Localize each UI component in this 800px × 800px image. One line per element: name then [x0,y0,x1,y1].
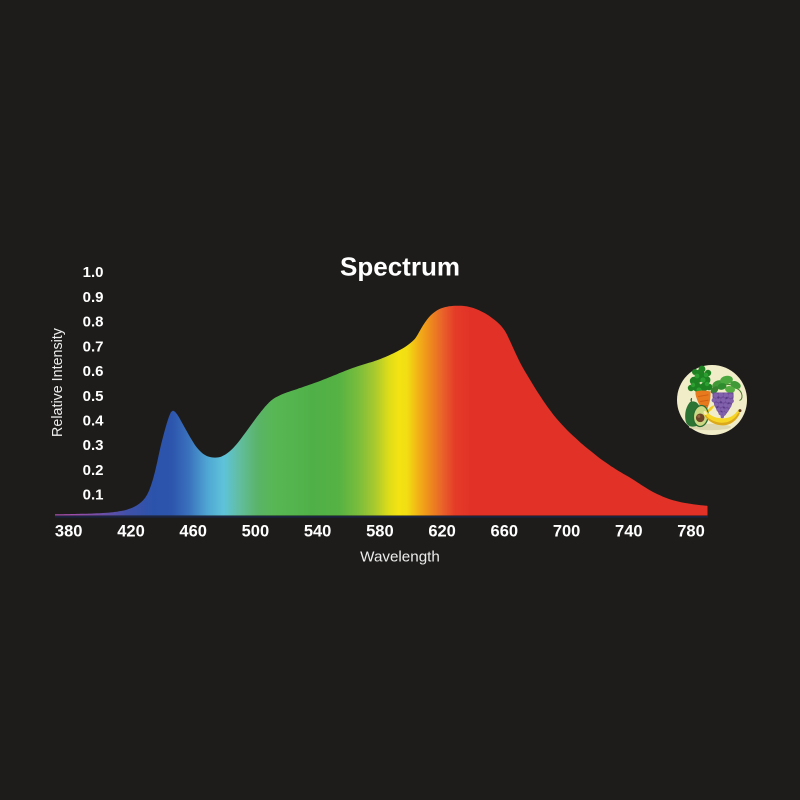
svg-text:0.1: 0.1 [83,487,104,504]
svg-text:540: 540 [304,523,332,541]
svg-text:0.5: 0.5 [83,388,104,405]
svg-text:1.0: 1.0 [83,264,104,281]
svg-text:Wavelength: Wavelength [360,549,440,566]
svg-text:0.4: 0.4 [83,413,105,430]
svg-text:0.9: 0.9 [83,289,104,306]
svg-text:0.7: 0.7 [83,338,104,355]
svg-text:0.6: 0.6 [83,363,104,380]
svg-text:420: 420 [117,523,145,541]
svg-text:0.3: 0.3 [83,437,104,454]
svg-text:780: 780 [677,523,705,541]
svg-text:460: 460 [179,523,207,541]
svg-text:620: 620 [428,523,456,541]
svg-text:740: 740 [615,523,643,541]
svg-text:500: 500 [242,523,270,541]
svg-text:Relative Intensity: Relative Intensity [50,327,66,437]
svg-text:700: 700 [553,523,581,541]
svg-text:660: 660 [491,523,519,541]
svg-text:0.2: 0.2 [83,462,104,479]
svg-text:580: 580 [366,523,394,541]
svg-text:0.8: 0.8 [83,314,104,331]
svg-text:380: 380 [55,523,83,541]
svg-text:Spectrum: Spectrum [340,252,460,282]
